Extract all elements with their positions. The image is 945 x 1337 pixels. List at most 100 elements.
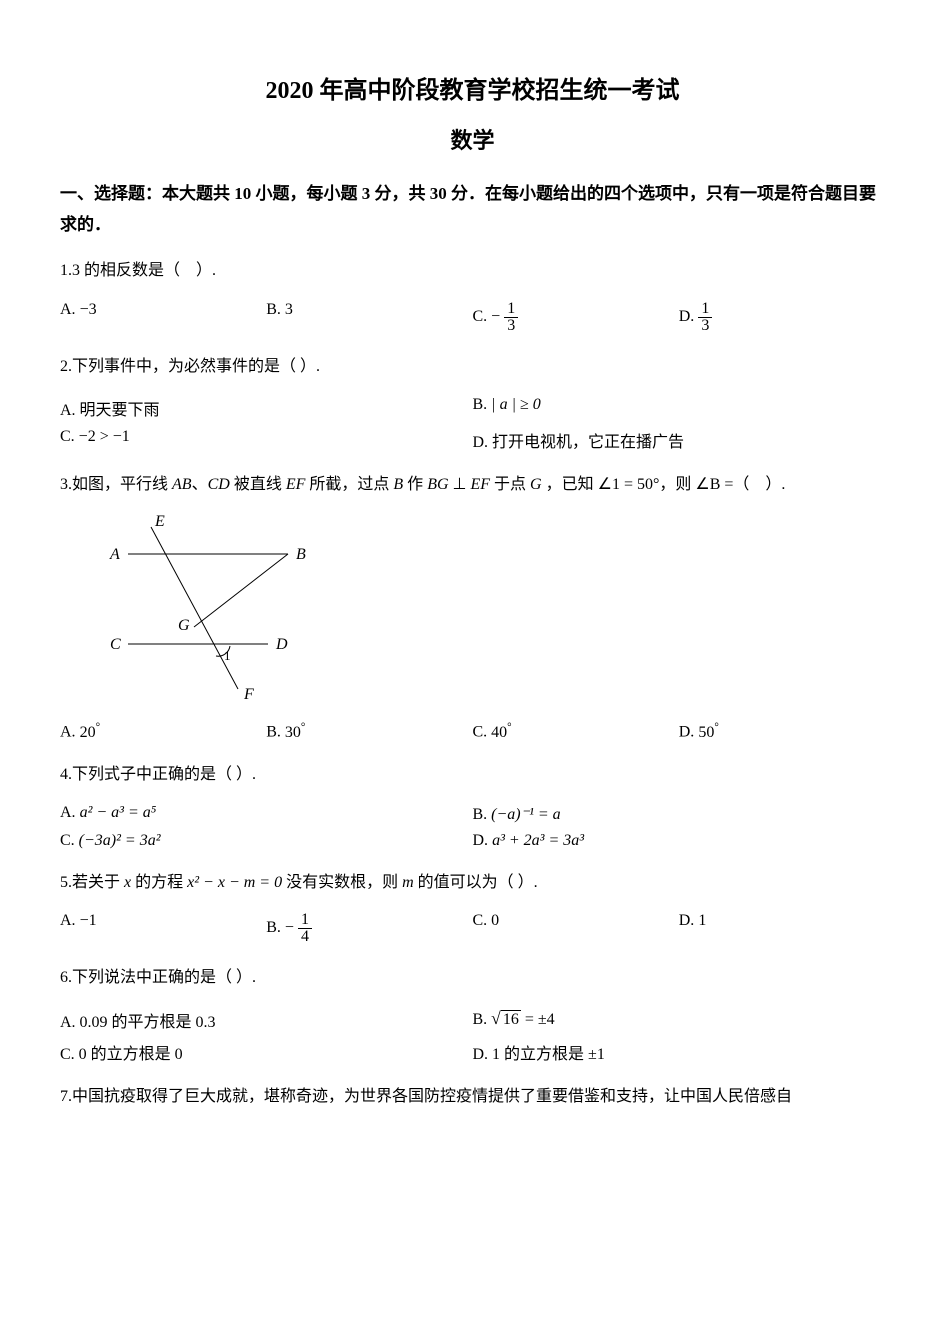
opt-label: C.	[473, 912, 488, 929]
q7-stem: 7.中国抗疫取得了巨大成就，堪称奇迹，为世界各国防控疫情提供了重要借鉴和支持，让…	[60, 1082, 885, 1112]
var-m: m	[402, 874, 414, 891]
opt-label: D.	[679, 912, 695, 929]
q3-opt-b: B. 30°	[266, 721, 472, 741]
opt-label: B.	[266, 724, 281, 741]
title-sub: 数学	[60, 123, 885, 155]
q3-opt-a: A. 20°	[60, 721, 266, 741]
q4-row2: C. (−3a)² = 3a² D. a³ + 2a³ = 3a³	[60, 832, 885, 850]
equation: x² − x − m = 0	[187, 874, 282, 891]
opt-label: C.	[60, 832, 79, 849]
text: 所截，过点	[305, 476, 393, 493]
q1-opt-a: A. −3	[60, 301, 266, 334]
opt-value: 30°	[285, 724, 305, 741]
q5-opt-d: D. 1	[679, 912, 885, 945]
q2-row2: C. −2 > −1 D. 打开电视机，它正在播广告	[60, 428, 885, 452]
q4-opt-b: B. (−a)⁻¹ = a	[473, 804, 886, 824]
q2-stem: 2.下列事件中，为必然事件的是（ ）.	[60, 352, 885, 382]
q6-row2: C. 0 的立方根是 0 D. 1 的立方根是 ±1	[60, 1040, 885, 1064]
var-ef: EF	[286, 476, 306, 493]
opt-label: C.	[473, 308, 488, 325]
opt-value: −3	[80, 301, 97, 318]
label-f: F	[243, 686, 254, 703]
q5-options: A. −1 B. − 1 4 C. 0 D. 1	[60, 912, 885, 945]
var-bg: BG	[427, 476, 448, 493]
q1-opt-d: D. 1 3	[679, 301, 885, 334]
q4-stem: 4.下列式子中正确的是（ ）.	[60, 760, 885, 790]
text: ，则	[659, 476, 695, 493]
q2-opt-a: A. 明天要下雨	[60, 396, 473, 420]
q2-opt-c: C. −2 > −1	[60, 428, 473, 452]
perp-sign: ⊥	[449, 476, 471, 493]
opt-label: B.	[473, 396, 492, 413]
opt-label: D.	[679, 308, 695, 325]
var-ef2: EF	[470, 476, 490, 493]
q5-opt-c: C. 0	[473, 912, 679, 945]
sqrt-expr: 16	[491, 1008, 521, 1029]
opt-value: 40°	[491, 724, 511, 741]
opt-value: 50°	[698, 724, 718, 741]
q1-stem: 1.3 的相反数是（ ）.	[60, 256, 885, 286]
fraction: 1 4	[298, 912, 312, 945]
numerator: 1	[698, 301, 712, 318]
opt-label: C.	[60, 428, 79, 445]
math-expr: −2 > −1	[79, 428, 130, 445]
degree-sign: °	[96, 721, 100, 733]
math-expr: (−3a)² = 3a²	[79, 832, 161, 849]
text: 、	[192, 476, 208, 493]
minus-sign: −	[285, 920, 294, 937]
opt-label: A.	[60, 724, 76, 741]
opt-label: B.	[266, 301, 281, 318]
number: 20	[80, 724, 96, 741]
fraction: 1 3	[504, 301, 518, 334]
text: 于点	[490, 476, 530, 493]
title-main: 2020 年高中阶段教育学校招生统一考试	[60, 70, 885, 105]
q1-opt-b: B. 3	[266, 301, 472, 334]
text: 5.若关于	[60, 874, 124, 891]
opt-label: C.	[473, 724, 488, 741]
section-heading: 一、选择题：本大题共 10 小题，每小题 3 分，共 30 分．在每小题给出的四…	[60, 179, 885, 240]
label-e: E	[154, 514, 165, 530]
q5-stem: 5.若关于 x 的方程 x² − x − m = 0 没有实数根，则 m 的值可…	[60, 868, 885, 898]
angle-expr: ∠1 = 50°	[598, 476, 660, 493]
degree-sign: °	[714, 721, 718, 733]
opt-value: 0	[491, 912, 499, 929]
number: 40	[491, 724, 507, 741]
numerator: 1	[504, 301, 518, 318]
q2-opt-b: B. | a | ≥ 0	[473, 396, 886, 420]
q4-opt-a: A. a² − a³ = a⁵	[60, 804, 473, 824]
q5-opt-a: A. −1	[60, 912, 266, 945]
radicand: 16	[501, 1010, 521, 1028]
q6-opt-d: D. 1 的立方根是 ±1	[473, 1040, 886, 1064]
minus-sign: −	[491, 308, 500, 325]
var-g: G	[530, 476, 542, 493]
opt-label: B.	[266, 920, 281, 937]
q6-stem: 6.下列说法中正确的是（ ）.	[60, 963, 885, 993]
opt-label: B.	[473, 1011, 492, 1028]
text: 的值可以为（ ）.	[414, 874, 538, 891]
opt-label: A.	[60, 912, 76, 929]
degree-sign: °	[301, 721, 305, 733]
q3-opt-c: C. 40°	[473, 721, 679, 741]
label-g: G	[178, 617, 190, 634]
label-c: C	[110, 636, 121, 653]
text: ，已知	[542, 476, 598, 493]
opt-label: D.	[679, 724, 695, 741]
label-d: D	[275, 636, 288, 653]
opt-label: B.	[473, 806, 492, 823]
math-expr: a² − a³ = a⁵	[80, 804, 157, 821]
text: 作	[403, 476, 427, 493]
text: 被直线	[230, 476, 286, 493]
math-expr: (−a)⁻¹ = a	[491, 806, 561, 823]
q6-opt-c: C. 0 的立方根是 0	[60, 1040, 473, 1064]
line-ef	[151, 527, 238, 689]
number: 50	[698, 724, 714, 741]
text: 没有实数根，则	[282, 874, 402, 891]
q1-options: A. −3 B. 3 C. − 1 3 D. 1 3	[60, 301, 885, 334]
q4-opt-d: D. a³ + 2a³ = 3a³	[473, 832, 886, 850]
var-cd: CD	[208, 476, 230, 493]
q3-options: A. 20° B. 30° C. 40° D. 50°	[60, 721, 885, 741]
math-expr: = ±4	[521, 1011, 555, 1028]
geometry-figure: E A B G C D F 1	[88, 514, 318, 704]
line-bg	[194, 554, 288, 627]
degree-sign: °	[507, 721, 511, 733]
